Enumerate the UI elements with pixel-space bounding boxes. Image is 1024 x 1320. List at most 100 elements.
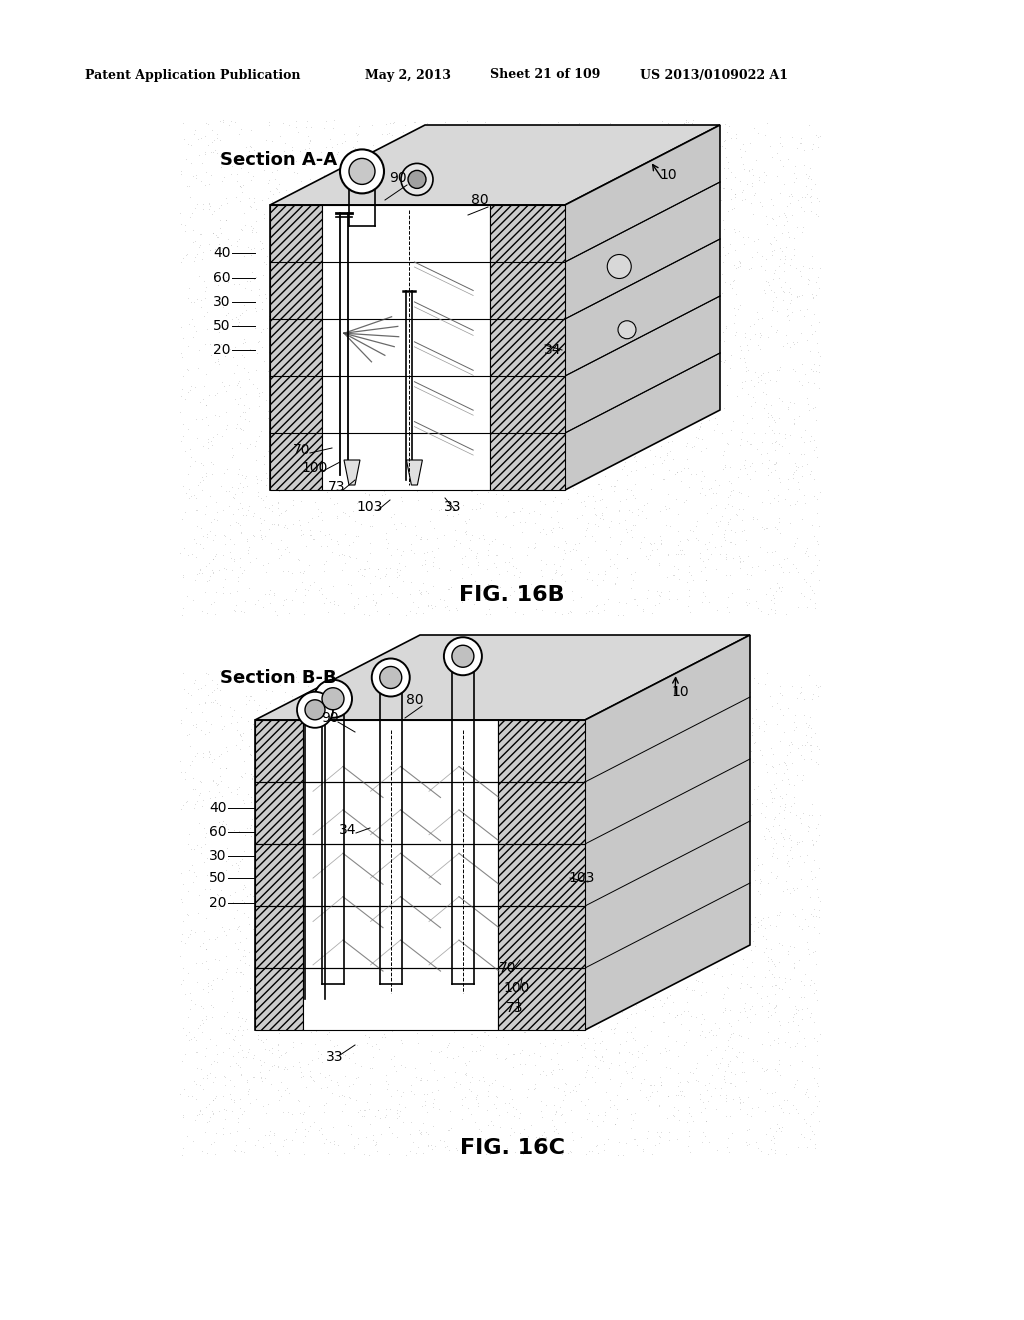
Point (625, 1027, 641, 1048)
Point (312, 577, 329, 598)
Point (270, 248, 287, 269)
Point (350, 399, 367, 420)
Point (471, 442, 487, 463)
Point (726, 746, 742, 767)
Point (440, 676, 457, 697)
Point (672, 531, 688, 552)
Point (512, 232, 528, 253)
Point (665, 890, 681, 911)
Point (750, 556, 766, 577)
Point (581, 484, 597, 506)
Point (270, 491, 287, 512)
Point (256, 207, 272, 228)
Point (550, 939, 566, 960)
Point (177, 1024, 194, 1045)
Point (762, 577, 778, 598)
Point (438, 870, 455, 891)
Point (278, 180, 294, 201)
Point (245, 1048, 261, 1069)
Point (186, 231, 203, 252)
Point (568, 313, 585, 334)
Point (565, 721, 582, 742)
Point (467, 845, 483, 866)
Point (283, 259, 299, 280)
Point (560, 867, 577, 888)
Point (207, 1067, 223, 1088)
Point (808, 503, 824, 524)
Point (390, 292, 407, 313)
Point (337, 1094, 353, 1115)
Point (278, 795, 294, 816)
Point (457, 990, 473, 1011)
Point (392, 738, 409, 759)
Point (722, 1027, 738, 1048)
Point (608, 543, 625, 564)
Point (620, 436, 636, 457)
Point (237, 876, 253, 898)
Point (347, 123, 364, 144)
Point (305, 874, 322, 895)
Point (454, 1094, 470, 1115)
Point (226, 1089, 243, 1110)
Point (480, 780, 497, 801)
Point (811, 362, 827, 383)
Point (351, 793, 368, 814)
Point (681, 585, 697, 606)
Point (768, 321, 784, 342)
Point (343, 1123, 359, 1144)
Point (429, 355, 445, 376)
Point (799, 1078, 815, 1100)
Point (309, 928, 326, 949)
Point (530, 206, 547, 227)
Point (238, 383, 254, 404)
Point (760, 1007, 776, 1028)
Point (525, 847, 542, 869)
Point (758, 754, 774, 775)
Point (536, 840, 552, 861)
Point (447, 928, 464, 949)
Point (195, 408, 211, 429)
Point (312, 141, 329, 162)
Point (427, 907, 443, 928)
Point (559, 403, 575, 424)
Point (317, 837, 334, 858)
Point (754, 1034, 770, 1055)
Point (304, 528, 321, 549)
Point (804, 139, 820, 160)
Point (545, 1060, 561, 1081)
Point (403, 572, 420, 593)
Point (750, 880, 766, 902)
Point (216, 375, 232, 396)
Point (736, 158, 753, 180)
Point (584, 187, 600, 209)
Point (507, 1142, 523, 1163)
Point (604, 721, 621, 742)
Point (372, 267, 388, 288)
Point (250, 1028, 266, 1049)
Point (670, 504, 686, 525)
Point (632, 305, 648, 326)
Point (477, 367, 494, 388)
Point (662, 114, 678, 135)
Point (697, 1126, 714, 1147)
Point (325, 117, 341, 139)
Point (716, 527, 732, 548)
Point (624, 1044, 640, 1065)
Point (723, 1015, 739, 1036)
Point (802, 463, 818, 484)
Point (761, 960, 777, 981)
Point (626, 407, 642, 428)
Point (234, 723, 251, 744)
Point (307, 387, 324, 408)
Point (666, 774, 682, 795)
Point (810, 127, 826, 148)
Point (246, 191, 262, 213)
Point (449, 912, 465, 933)
Point (548, 560, 564, 581)
Point (445, 375, 462, 396)
Point (198, 663, 214, 684)
Point (378, 916, 394, 937)
Point (510, 758, 526, 779)
Point (197, 690, 213, 711)
Point (188, 1057, 205, 1078)
